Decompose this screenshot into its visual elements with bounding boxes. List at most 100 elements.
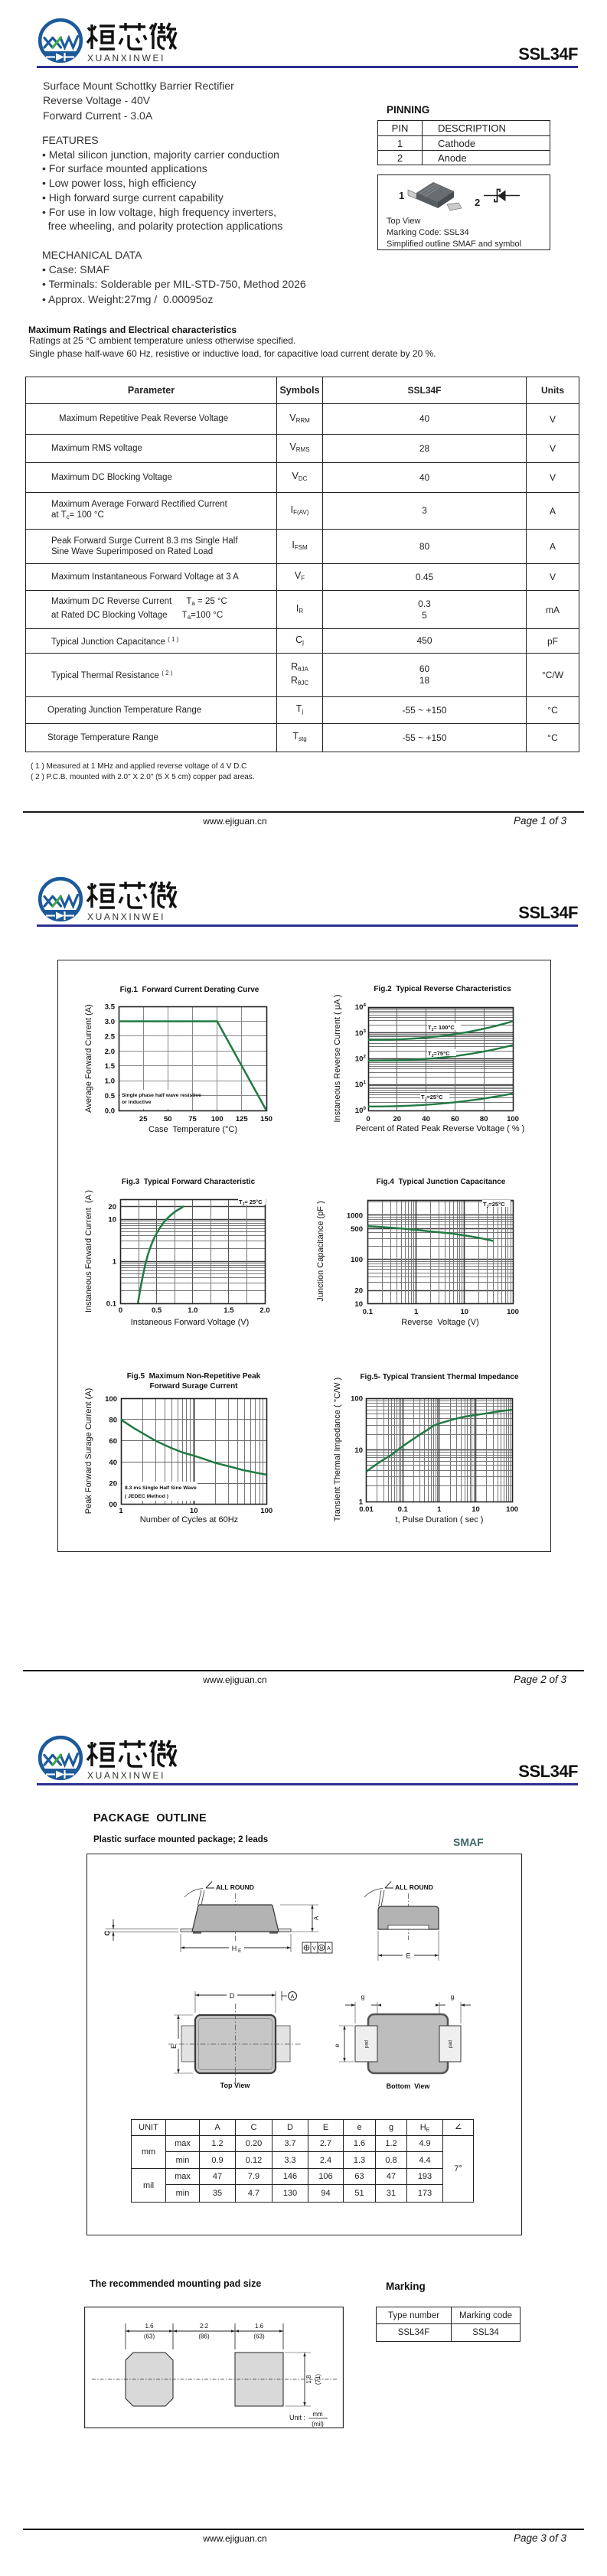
svg-text:Transient Thermal Impedance (: Transient Thermal Impedance ( °C/W )	[333, 1378, 342, 1521]
svg-text:Fig.5- Typical Transient Therm: Fig.5- Typical Transient Thermal Impedan…	[360, 1373, 519, 1381]
svg-text:1.0: 1.0	[188, 1306, 197, 1315]
svg-text:100: 100	[506, 1505, 518, 1514]
svg-text:25: 25	[139, 1115, 148, 1123]
svg-text:t, Pulse Duration ( sec ): t, Pulse Duration ( sec )	[396, 1515, 484, 1524]
svg-text:2.2: 2.2	[200, 2323, 209, 2330]
svg-text:0.1: 0.1	[363, 1308, 374, 1316]
svg-text:Peak Forward Surage Current (A: Peak Forward Surage Current (A)	[84, 1388, 93, 1514]
svg-text:Fig.1 Forward Current Deratin: Fig.1 Forward Current Derating Curve	[120, 986, 259, 994]
svg-text:50: 50	[164, 1115, 172, 1123]
svg-text:or inductive: or inductive	[122, 1100, 152, 1105]
svg-text:10: 10	[354, 1446, 363, 1455]
svg-text:Junction Capacitance (pF ): Junction Capacitance (pF )	[316, 1201, 325, 1301]
svg-text:Fig.5 Maximum Non-Repetitive: Fig.5 Maximum Non-Repetitive Peak	[127, 1372, 261, 1381]
svg-text:( JEDEC Method ): ( JEDEC Method )	[125, 1494, 168, 1499]
svg-text:20: 20	[354, 1287, 363, 1296]
svg-text:pad: pad	[365, 2040, 370, 2048]
svg-text:1: 1	[399, 190, 404, 201]
svg-text:Fig.3 Typical Forward Charact: Fig.3 Typical Forward Characteristic	[122, 1178, 256, 1186]
svg-text:mm: mm	[312, 2411, 323, 2418]
svg-text:Fig.2 Typical Reverse Charact: Fig.2 Typical Reverse Characteristics	[374, 985, 511, 993]
svg-text:g: g	[451, 1993, 455, 2000]
svg-text:10: 10	[108, 1216, 116, 1224]
svg-text:A: A	[291, 1994, 295, 2000]
svg-text:100: 100	[351, 1395, 363, 1404]
svg-text:103: 103	[355, 1029, 367, 1038]
svg-text:Percent of Rated Peak Reverse: Percent of Rated Peak Reverse Voltage ( …	[356, 1124, 525, 1133]
svg-text:10: 10	[354, 1300, 363, 1309]
svg-text:1: 1	[359, 1498, 364, 1507]
svg-text:(71): (71)	[315, 2374, 321, 2385]
svg-text:M: M	[320, 1947, 324, 1952]
svg-text:100: 100	[211, 1115, 224, 1123]
svg-text:60: 60	[451, 1115, 459, 1123]
svg-text:40: 40	[422, 1115, 430, 1123]
svg-text:(63): (63)	[144, 2333, 155, 2340]
svg-text:Single phase half wave resisti: Single phase half wave resistive	[122, 1093, 201, 1098]
svg-text:80: 80	[109, 1417, 117, 1425]
svg-text:00: 00	[109, 1501, 117, 1509]
svg-text:pad: pad	[449, 2040, 453, 2048]
svg-text:Fig.4 Typical Junction Capaci: Fig.4 Typical Junction Capacitance	[377, 1178, 506, 1186]
svg-text:1000: 1000	[347, 1211, 363, 1220]
svg-text:0.1: 0.1	[106, 1300, 117, 1309]
svg-text:2.5: 2.5	[105, 1032, 116, 1041]
svg-text:H: H	[232, 1945, 237, 1952]
svg-text:Top View: Top View	[220, 2082, 251, 2089]
svg-text:TJ= 25°C: TJ= 25°C	[239, 1198, 263, 1207]
svg-text:1.6: 1.6	[255, 2323, 264, 2330]
svg-text:1.6: 1.6	[145, 2323, 154, 2330]
svg-text:8.3 ms Single Half Sine Wave: 8.3 ms Single Half Sine Wave	[125, 1485, 197, 1491]
svg-text:A: A	[313, 1916, 320, 1920]
svg-text:0.5: 0.5	[105, 1092, 116, 1101]
svg-text:D: D	[230, 1992, 235, 2000]
svg-text:1: 1	[437, 1505, 442, 1514]
svg-text:500: 500	[351, 1225, 363, 1234]
svg-text:1.5: 1.5	[224, 1306, 234, 1315]
svg-text:20: 20	[393, 1115, 402, 1123]
svg-text:100: 100	[260, 1507, 272, 1515]
svg-text:e: e	[333, 2043, 341, 2047]
svg-text:Instaneous Forward Voltage (V): Instaneous Forward Voltage (V)	[131, 1318, 250, 1327]
svg-text:60: 60	[109, 1437, 117, 1446]
svg-text:0.01: 0.01	[359, 1505, 374, 1514]
svg-text:101: 101	[355, 1080, 367, 1089]
svg-text:E: E	[238, 1948, 242, 1954]
svg-text:Reverse Voltage (V): Reverse Voltage (V)	[401, 1318, 479, 1327]
svg-text:1: 1	[414, 1308, 419, 1316]
svg-text:1.0: 1.0	[105, 1078, 115, 1086]
svg-text:2.0: 2.0	[105, 1048, 115, 1056]
svg-text:(63): (63)	[253, 2333, 265, 2340]
svg-text:TJ= 100°C: TJ= 100°C	[428, 1024, 455, 1032]
svg-text:20: 20	[109, 1480, 117, 1489]
svg-text:Case Temperature (°C): Case Temperature (°C)	[148, 1125, 237, 1134]
svg-text:Unit :: Unit :	[289, 2414, 305, 2421]
svg-text:75: 75	[188, 1115, 197, 1123]
svg-text:ALL ROUND: ALL ROUND	[216, 1883, 254, 1891]
svg-text:Number of Cycles at 60Hz: Number of Cycles at 60Hz	[140, 1515, 238, 1524]
svg-text:100: 100	[351, 1256, 363, 1264]
svg-text:104: 104	[355, 1003, 367, 1012]
svg-text:TJ=25°C: TJ=25°C	[483, 1201, 505, 1209]
svg-text:C: C	[103, 1930, 111, 1935]
svg-text:V: V	[312, 1946, 316, 1952]
svg-text:2: 2	[475, 197, 480, 208]
svg-text:125: 125	[236, 1115, 249, 1123]
svg-text:102: 102	[355, 1055, 367, 1064]
svg-text:ALL ROUND: ALL ROUND	[395, 1883, 433, 1891]
svg-text:Average Forward Current (A): Average Forward Current (A)	[84, 1004, 93, 1113]
svg-text:Forward Surage Current: Forward Surage Current	[149, 1382, 238, 1391]
svg-text:E: E	[170, 2044, 178, 2049]
svg-text:100: 100	[355, 1106, 367, 1115]
svg-text:TJ=75°C: TJ=75°C	[428, 1050, 450, 1058]
svg-text:10: 10	[190, 1507, 198, 1515]
svg-text:20: 20	[108, 1203, 116, 1211]
svg-text:E: E	[406, 1952, 410, 1960]
svg-text:100: 100	[105, 1395, 117, 1404]
svg-text:40: 40	[109, 1459, 117, 1467]
svg-text:1: 1	[113, 1258, 117, 1267]
svg-text:1.5: 1.5	[105, 1062, 116, 1071]
svg-text:1: 1	[119, 1507, 123, 1515]
svg-text:(86): (86)	[198, 2333, 210, 2340]
svg-text:1.8: 1.8	[305, 2375, 312, 2384]
